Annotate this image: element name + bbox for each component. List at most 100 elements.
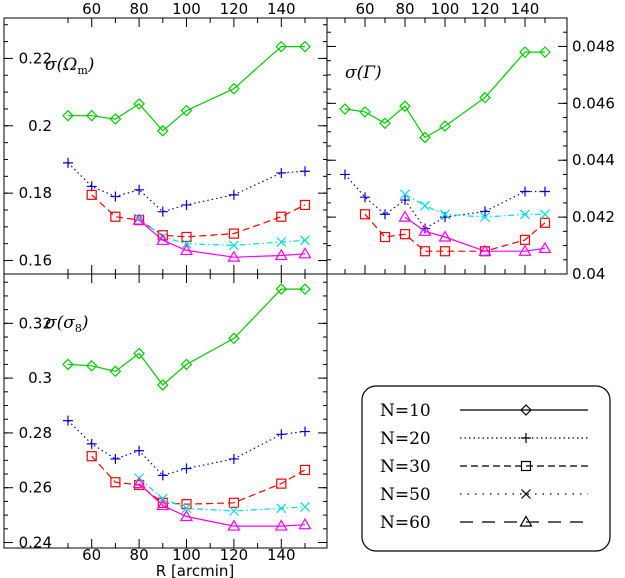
data-point — [400, 195, 410, 206]
data-point — [478, 244, 492, 256]
data-point — [479, 91, 491, 104]
data-point — [110, 191, 121, 202]
data-point — [274, 248, 288, 261]
legend-label: N=30 — [380, 457, 431, 477]
data-point — [86, 451, 97, 462]
legend-marker — [521, 433, 531, 443]
data-point — [540, 209, 550, 220]
y-tick-label: 0.24 — [19, 534, 52, 552]
data-point — [276, 478, 287, 489]
data-point — [418, 224, 432, 236]
series-n50 — [134, 473, 310, 516]
data-point — [300, 166, 310, 177]
data-point — [419, 131, 431, 144]
data-point — [399, 100, 411, 113]
data-point — [379, 117, 391, 130]
data-point — [179, 243, 194, 256]
series-n20 — [63, 157, 310, 217]
data-point — [276, 211, 287, 222]
series-line — [404, 193, 545, 218]
data-point — [300, 235, 310, 246]
y-tick-label: 0.048 — [572, 37, 615, 55]
y-tick-label: 0.28 — [19, 424, 52, 442]
data-point — [359, 209, 371, 220]
legend-entry-n50: N=50 — [380, 485, 588, 505]
panel-label: σ(σ8) — [45, 313, 88, 335]
top-x-axis: 60 60 80 80 100 100 120 120 140 140 — [82, 0, 539, 18]
data-point — [379, 231, 391, 243]
data-point — [480, 212, 490, 223]
data-point — [109, 365, 122, 378]
data-point — [228, 506, 239, 516]
y-tick-label: 0.044 — [572, 151, 615, 169]
data-point — [539, 46, 551, 58]
x-top-tick-label: 120 — [220, 0, 249, 18]
panel-label: σ(Ωm) — [45, 55, 94, 77]
data-point — [276, 503, 287, 514]
y-tick-label: 0.22 — [19, 49, 52, 67]
x-top-tick-label: 60 — [82, 0, 101, 18]
series-n50 — [400, 189, 550, 223]
data-point — [156, 379, 169, 391]
data-point — [180, 358, 193, 371]
data-point — [157, 470, 168, 481]
data-point — [62, 358, 74, 371]
plot-frame — [3, 273, 328, 549]
data-point — [380, 209, 390, 220]
data-point — [274, 519, 288, 531]
legend-entry-n60: N=60 — [380, 513, 588, 533]
data-point — [227, 519, 241, 531]
data-point — [228, 497, 239, 508]
data-point — [85, 109, 98, 122]
data-point — [86, 438, 97, 449]
legend-entry-n30: N=30 — [380, 457, 588, 477]
panel-label: σ(Γ) — [345, 63, 382, 83]
data-point — [110, 477, 121, 488]
data-point — [299, 199, 311, 211]
legend-marker — [520, 404, 532, 416]
data-point — [85, 359, 98, 372]
data-point — [276, 429, 287, 440]
data-point — [276, 167, 287, 178]
x-top-tick-label: 100 — [172, 0, 201, 18]
data-point — [440, 209, 450, 220]
data-point — [399, 229, 411, 240]
series-line — [67, 288, 305, 386]
y-tick-label: 0.2 — [28, 117, 52, 135]
series-line — [138, 483, 306, 527]
series-n30 — [359, 209, 551, 257]
data-point — [179, 509, 194, 522]
series-n20 — [63, 415, 310, 481]
series-line — [404, 216, 546, 252]
data-point — [181, 231, 192, 243]
data-point — [299, 464, 311, 476]
data-point — [298, 247, 312, 259]
x-top-tick-label: 120 — [471, 0, 500, 18]
data-point — [538, 241, 552, 253]
data-point — [181, 199, 192, 210]
data-point — [438, 230, 452, 242]
series-line — [68, 46, 305, 132]
data-point — [228, 82, 240, 95]
data-point — [480, 206, 490, 217]
data-point — [109, 113, 122, 125]
data-point — [520, 186, 530, 197]
x-top-tick-label: 80 — [130, 0, 149, 18]
y-tick-label: 0.3 — [28, 369, 52, 387]
series-n60 — [132, 213, 312, 262]
x-axis-title: R [arcmin] — [156, 562, 234, 578]
data-point — [156, 498, 170, 511]
data-point — [520, 209, 530, 220]
x-bottom-tick-label: 60 — [82, 546, 101, 564]
data-point — [157, 206, 168, 217]
data-point — [439, 246, 451, 257]
data-point — [228, 228, 239, 239]
legend-entry-n10: N=10 — [380, 401, 588, 421]
data-point — [63, 415, 73, 426]
data-point — [181, 463, 192, 474]
panel-omega-m: 0.16 0.18 0.2 0.22σ(Ωm) — [3, 17, 328, 275]
data-point — [181, 503, 192, 514]
data-point — [134, 184, 145, 195]
x-top-tick-label: 100 — [431, 0, 460, 18]
